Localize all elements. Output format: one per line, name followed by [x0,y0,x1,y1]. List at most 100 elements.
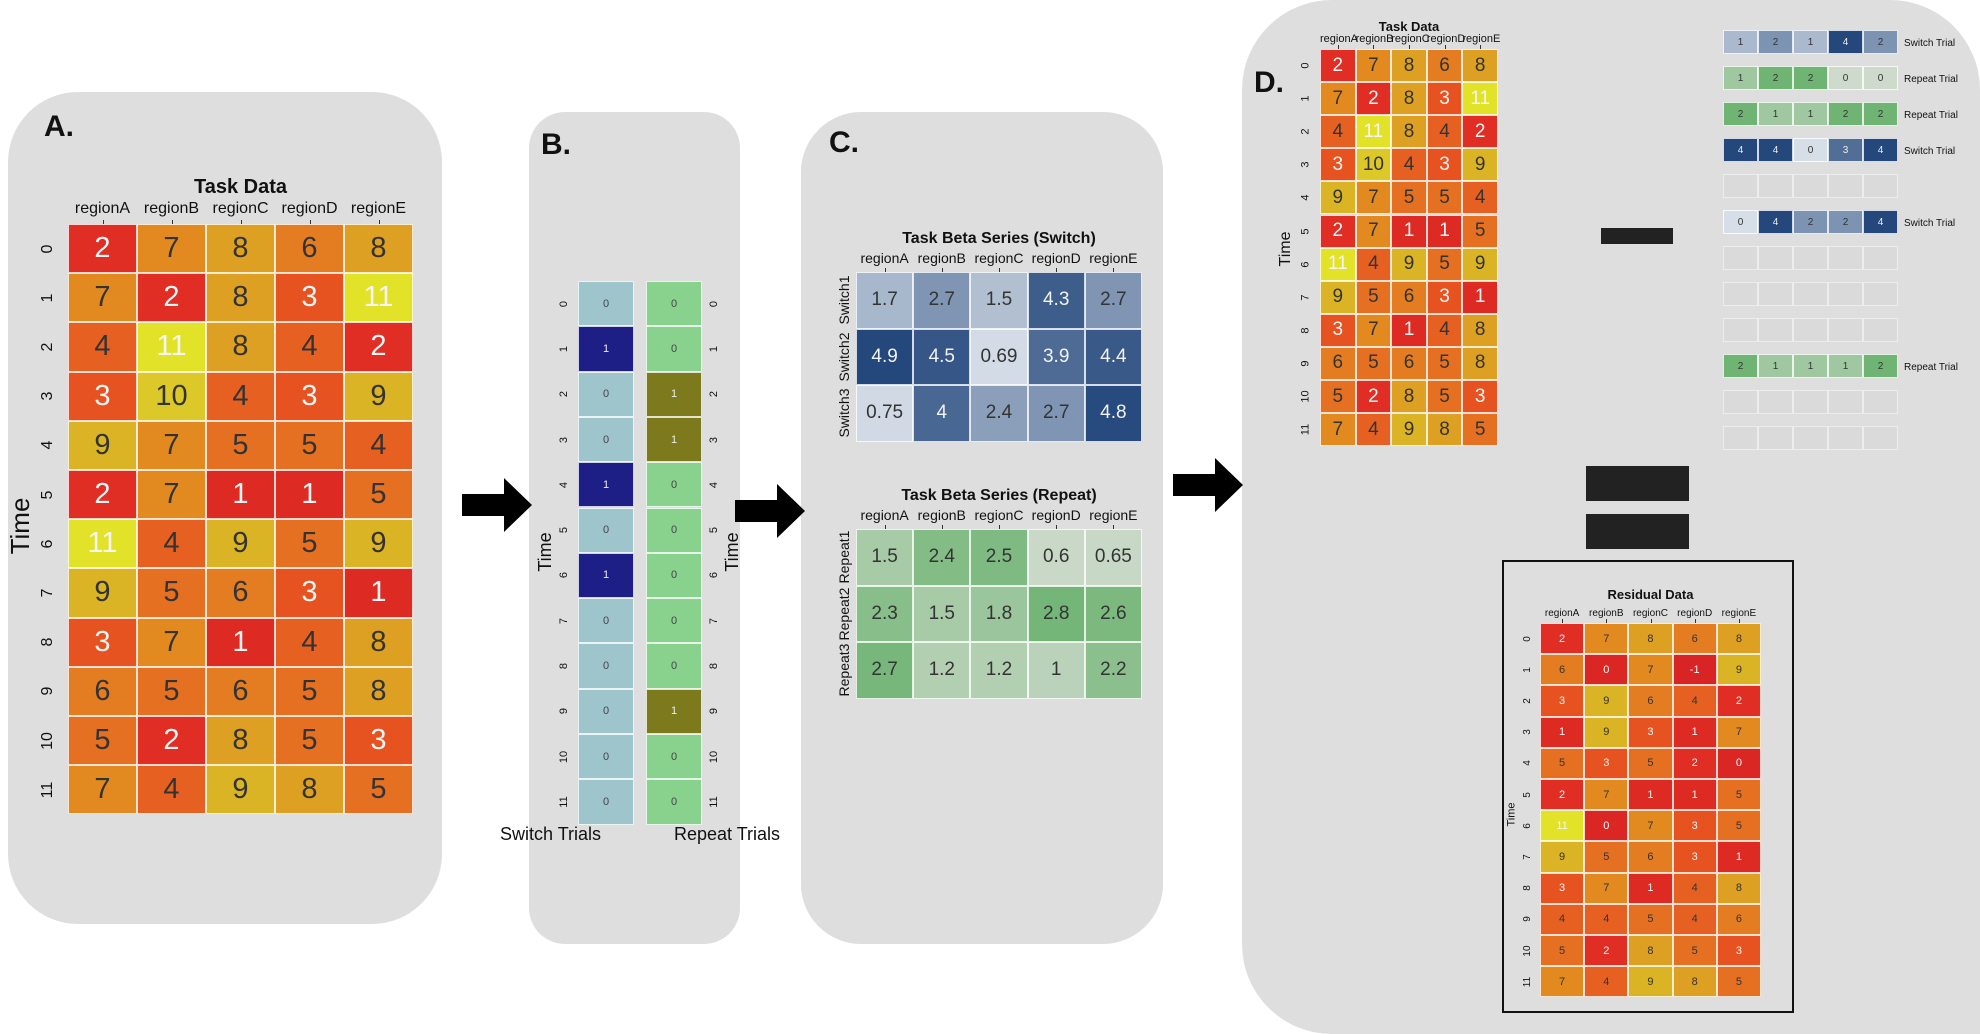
residual-data-cell: 6 [1540,654,1585,686]
residual-data-cell: 2 [1540,779,1585,811]
residual-data-cell: 7 [1628,654,1673,686]
task-data-cell: 11 [137,322,206,372]
repeat-trial-cell: 0 [1863,66,1898,90]
residual-data-cell: 4 [1584,903,1629,935]
beta-switch-col-label: regionC [974,250,1024,266]
d-task-data-cell: 5 [1426,181,1463,215]
empty-trial-cell [1863,426,1898,450]
d-task-data-cell: 9 [1462,247,1498,281]
repeat-cell: 1 [646,688,702,734]
switch-trial-cell: 3 [1828,138,1863,162]
d-task-data-col-tick [1480,45,1482,49]
residual-data-cell: 6 [1672,623,1717,655]
d-task-data-cell: 2 [1320,214,1356,248]
empty-trial-cell [1758,282,1793,306]
residual-data-cell: 3 [1672,810,1717,842]
d-task-data-cell: 8 [1391,49,1427,83]
task-data-cell: 8 [206,716,275,766]
repeat-time-label: Time [722,532,742,572]
beta-repeat-col-tick [1056,525,1058,529]
d-task-data-cell: 9 [1320,280,1356,314]
beta-switch-cell: 4 [913,385,971,442]
task-data-cell: 2 [137,716,206,766]
d-task-data-col-label: regionD [1426,33,1466,45]
repeat-trial-cell: 2 [1758,66,1793,90]
residual-data-cell: 1 [1540,716,1585,748]
task-data-cell: 10 [137,371,206,421]
d-task-data-cell: 5 [1462,214,1498,248]
task-data-cell: 2 [137,273,206,323]
switch-trial-cell: 4 [1723,138,1758,162]
switch-row-label: 1 [558,345,570,352]
task-data-row-label: 11 [39,781,56,799]
repeat-cell: 0 [646,598,702,644]
switch-row-label: 0 [558,300,570,307]
residual-data-cell: 7 [1584,623,1629,655]
panel-d-label: D. [1254,66,1284,99]
switch-trial-cell: 2 [1863,30,1898,54]
d-task-data-col-label: regionA [1320,33,1358,45]
d-task-data-cell: 8 [1391,115,1427,149]
beta-switch-cell: 1.7 [856,272,914,329]
task-data-cell: 8 [275,765,344,815]
task-data-cell: 9 [344,371,413,421]
beta-switch-row-label: Switch1 [836,275,852,325]
d-task-data-cell: 7 [1355,49,1392,83]
switch-cell: 0 [578,281,634,327]
residual-data-cell: 5 [1540,747,1585,779]
empty-trial-cell [1828,390,1863,414]
beta-repeat-col-label: regionB [917,507,966,523]
residual-data-cell: 2 [1672,747,1717,779]
residual-data-cell: 7 [1584,779,1629,811]
task-data-cell: 7 [68,765,137,815]
arrow-b-to-c [735,484,805,538]
d-task-data-cell: 7 [1355,313,1392,347]
task-data-cell: 9 [206,519,275,569]
repeat-cell: 0 [646,779,702,825]
residual-data-cell: 3 [1672,841,1717,873]
redacted-bar [1586,466,1689,501]
beta-repeat-cell: 2.4 [913,529,971,586]
task-data-col-label: regionC [212,200,269,217]
task-data-cell: 5 [68,716,137,766]
repeat-cell: 0 [646,281,702,327]
residual-data-cell: 2 [1716,685,1761,717]
empty-trial-cell [1723,174,1758,198]
residual-data-cell: 0 [1584,810,1629,842]
empty-trial-cell [1758,390,1793,414]
panel-c-label: C. [829,126,859,159]
panel-a-label: A. [44,110,74,143]
residual-data-cell: 7 [1628,810,1673,842]
task-data-cell: 3 [344,716,413,766]
beta-switch-col-tick [884,268,886,272]
d-task-data-cell: 8 [1462,313,1498,347]
repeat-cell: 0 [646,643,702,689]
beta-switch-cell: 2.4 [970,385,1028,442]
d-task-data-cell: 3 [1320,313,1356,347]
task-data-cell: 4 [275,617,344,667]
residual-data-cell: 1 [1628,872,1673,904]
repeat-trial-cell: 1 [1793,354,1828,378]
switch-cell: 0 [578,507,634,553]
task-data-cell: 7 [68,273,137,323]
d-task-data-cell: 5 [1426,247,1463,281]
switch-trial-cell: 2 [1828,210,1863,234]
d-task-data-col-tick [1373,45,1375,49]
beta-switch-cell: 4.4 [1084,328,1142,385]
repeat-cell: 0 [646,507,702,553]
task-data-col-label: regionB [143,200,200,217]
residual-data-cell: 1 [1628,779,1673,811]
beta-repeat-col-tick [1113,525,1115,529]
d-task-data-cell: 6 [1426,49,1463,83]
switch-row-label: 7 [558,617,570,624]
task-data-col-tick [171,220,173,224]
empty-trial-cell [1828,426,1863,450]
switch-row-label: 5 [558,527,570,534]
d-task-data-cell: 10 [1355,148,1392,182]
switch-cell: 0 [578,598,634,644]
switch-trial-cell: 4 [1758,138,1793,162]
switch-trial-cell: 4 [1863,138,1898,162]
repeat-row-label: 8 [708,662,720,670]
residual-data-cell: 5 [1716,966,1761,998]
residual-data-cell: 8 [1716,872,1761,904]
